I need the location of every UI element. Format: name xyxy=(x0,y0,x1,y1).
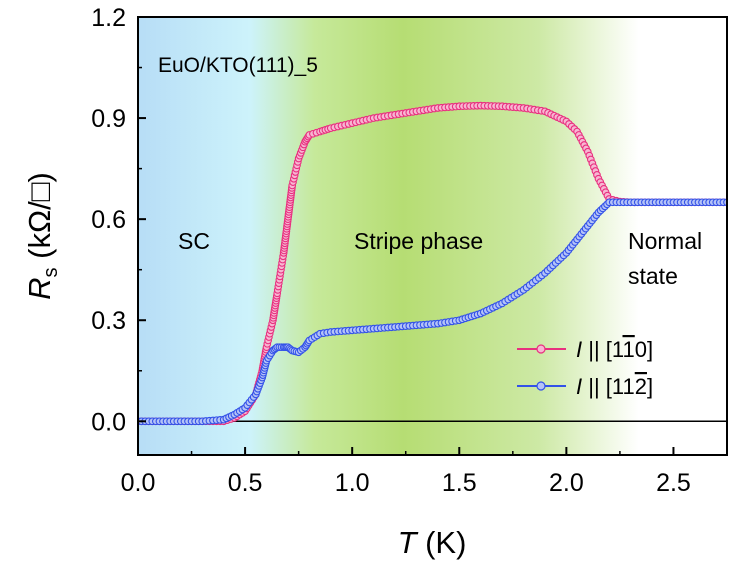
legend: I || [110] I || [112] xyxy=(517,337,653,399)
y-tick-label: 0.9 xyxy=(91,105,126,133)
x-axis-label: T (K) xyxy=(398,525,467,560)
region-label-normal-line2: state xyxy=(628,263,678,289)
x-tick-label: 1.0 xyxy=(335,469,370,497)
y-tick-label: 0.0 xyxy=(91,408,126,436)
x-tick-label: 0.5 xyxy=(228,469,263,497)
y-axis-label: Rs (kΩ/□) xyxy=(22,172,62,300)
x-tick-label: 1.5 xyxy=(442,469,477,497)
y-tick-label: 0.6 xyxy=(91,206,126,234)
series-2 xyxy=(138,198,727,426)
x-tick-label: 2.5 xyxy=(656,469,691,497)
legend-marker-2 xyxy=(536,381,546,391)
y-tick-label: 0.3 xyxy=(91,307,126,335)
region-label-sc: SC xyxy=(178,228,210,254)
region-label-stripe: Stripe phase xyxy=(354,228,483,254)
region-label-normal-line1: Normal xyxy=(628,228,702,254)
y-tick-label: 1.2 xyxy=(91,4,126,32)
legend-entry-2: I || [112] xyxy=(576,374,653,399)
plot-frame xyxy=(137,16,728,456)
sample-label: EuO/KTO(111)_5 xyxy=(158,54,318,77)
legend-entry-1: I || [110] xyxy=(576,337,653,362)
x-tick-label: 2.0 xyxy=(549,469,584,497)
plot-background xyxy=(138,17,727,455)
legend-marker-1 xyxy=(536,344,546,354)
x-tick-label: 0.0 xyxy=(121,469,156,497)
